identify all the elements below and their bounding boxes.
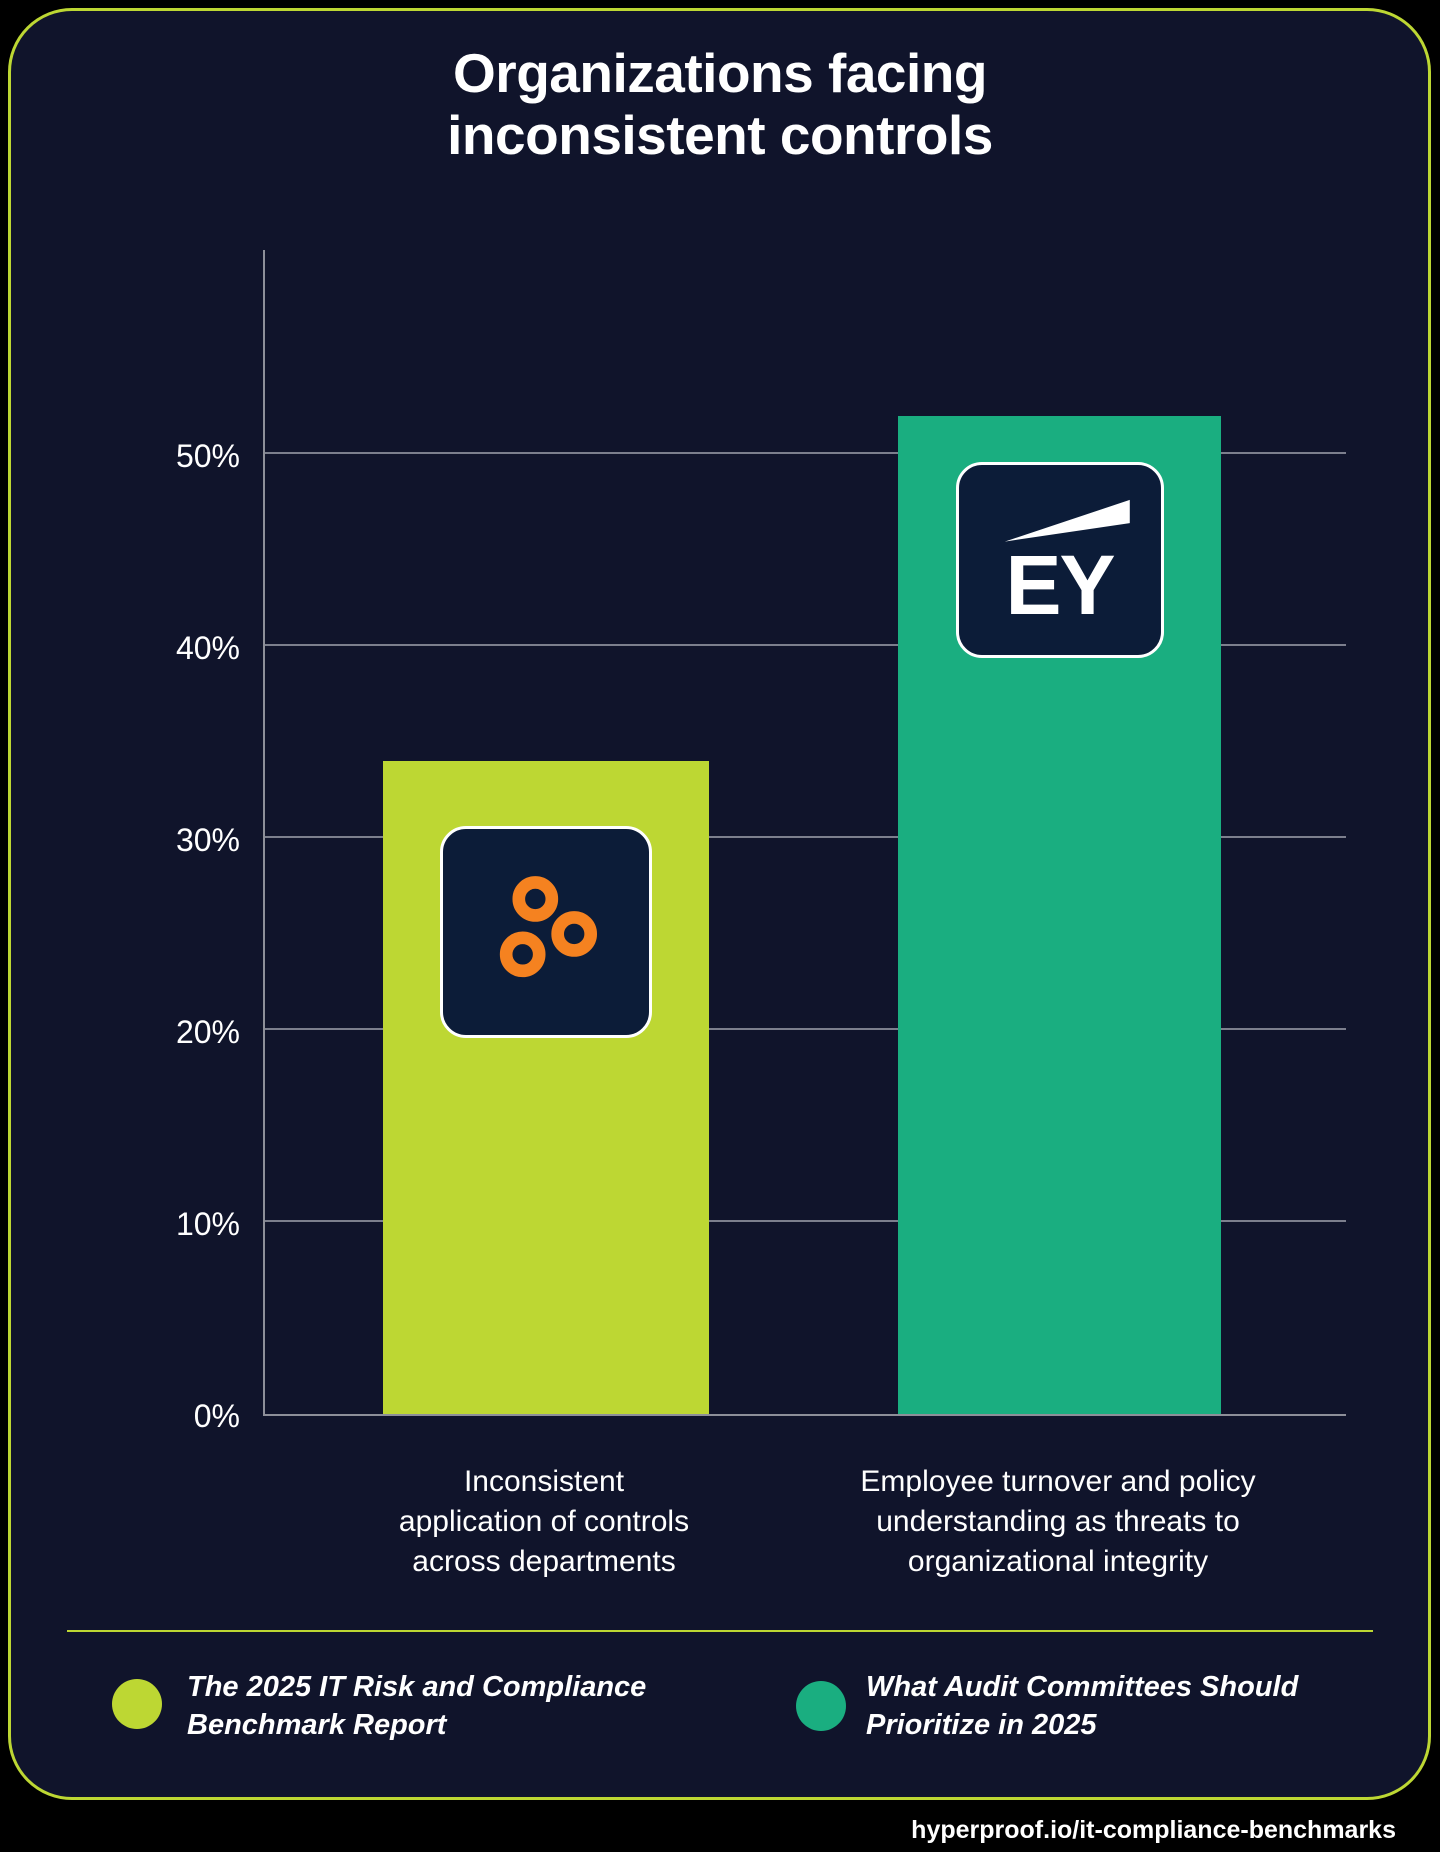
gridline (265, 1220, 1346, 1222)
y-tick-label: 20% (175, 1014, 240, 1050)
category-2-line-2: understanding as threats to (876, 1505, 1240, 1538)
ey-beam-icon (1004, 499, 1130, 542)
footer-url: hyperproof.io/it-compliance-benchmarks (911, 1816, 1396, 1844)
y-tick-label: 0% (193, 1398, 240, 1434)
legend-2-line-1: What Audit Committees Should (866, 1671, 1299, 1703)
gridline (265, 452, 1346, 454)
gridline (265, 836, 1346, 838)
y-tick-label: 10% (175, 1206, 240, 1242)
hyperproof-rings-icon (499, 876, 598, 978)
y-axis-tick-labels: 0% 10% 20% 30% 40% 50% (100, 250, 240, 1434)
category-1-line-2: application of controls (398, 1505, 690, 1538)
gridline (265, 1028, 1346, 1030)
category-2-line-1: Employee turnover and policy (860, 1465, 1256, 1498)
category-label-employee-turnover: Employee turnover and policy understandi… (788, 1462, 1328, 1582)
legend-1-line-1: The 2025 IT Risk and Compliance (187, 1671, 647, 1703)
legend-dot-benchmark-report (112, 1679, 162, 1729)
chart-title-line-1: Organizations facing (453, 42, 987, 104)
y-tick-label: 30% (175, 822, 240, 858)
legend-divider (67, 1630, 1373, 1632)
legend-dot-audit-committees (796, 1681, 846, 1731)
category-label-inconsistent-controls: Inconsistent application of controls acr… (334, 1462, 754, 1582)
category-1-line-1: Inconsistent (463, 1465, 625, 1498)
legend-2-line-2: Prioritize in 2025 (866, 1709, 1097, 1741)
ey-logo-text: EY (1005, 537, 1115, 632)
ey-logo: EY (955, 461, 1164, 658)
hyperproof-logo (440, 826, 652, 1039)
legend-label-audit-committees: What Audit Committees Should Prioritize … (866, 1668, 1298, 1744)
chart-title-line-2: inconsistent controls (447, 104, 993, 166)
legend-1-line-2: Benchmark Report (187, 1709, 447, 1741)
y-tick-label: 40% (175, 630, 240, 666)
y-tick-label: 50% (175, 438, 240, 474)
chart-title: Organizations facing inconsistent contro… (0, 42, 1440, 166)
category-1-line-3: across departments (412, 1545, 676, 1578)
bar-employee-turnover: EY (898, 415, 1221, 1414)
plot-area: EY (263, 250, 1346, 1416)
bar-inconsistent-controls (383, 761, 709, 1414)
legend-label-benchmark-report: The 2025 IT Risk and Compliance Benchmar… (187, 1668, 646, 1744)
category-2-line-3: organizational integrity (907, 1545, 1209, 1578)
gridline (265, 644, 1346, 646)
